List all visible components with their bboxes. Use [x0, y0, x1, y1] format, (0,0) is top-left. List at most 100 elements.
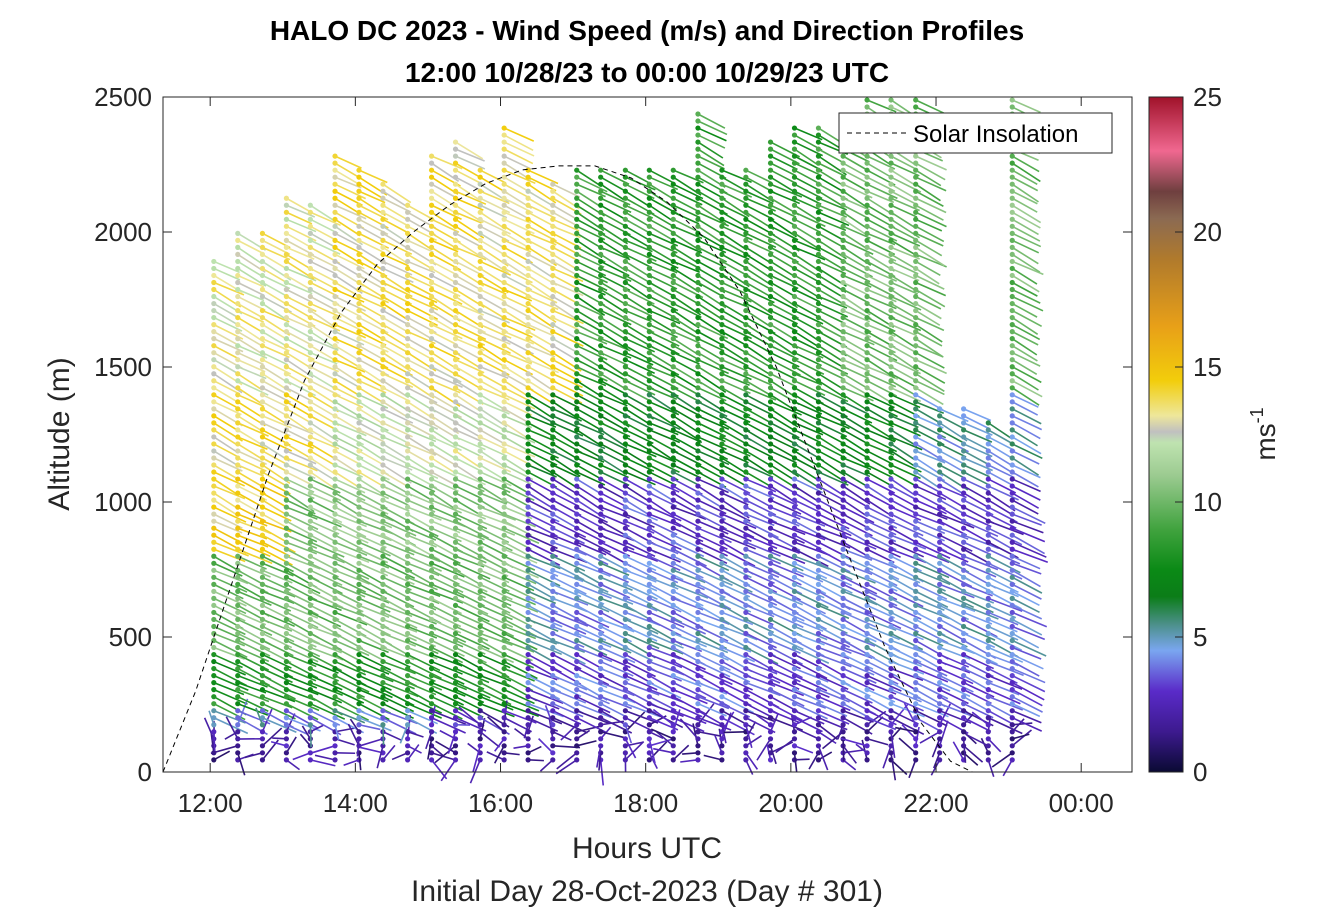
wind-barb-point: [380, 230, 386, 236]
wind-barb-point: [815, 357, 822, 363]
wind-barb-shaft: [745, 302, 774, 318]
wind-barb-point: [719, 322, 725, 328]
wind-barb-shaft: [285, 394, 312, 411]
wind-barb-point: [283, 490, 289, 496]
wind-barb-point: [525, 462, 531, 468]
wind-barb-point: [259, 258, 266, 265]
wind-barb-point: [525, 658, 531, 665]
wind-barb-point: [525, 708, 531, 714]
wind-barb-point: [815, 722, 822, 728]
wind-barb-point: [550, 680, 556, 686]
wind-barb-shaft: [794, 218, 821, 234]
wind-barb-shaft: [309, 204, 337, 223]
wind-barb-shaft: [358, 330, 387, 346]
wind-barb-shaft: [890, 246, 920, 260]
wind-barb-point: [428, 665, 435, 672]
wind-barb-point: [622, 293, 628, 300]
wind-barb-point: [332, 701, 338, 707]
wind-barb-shaft: [648, 169, 676, 185]
wind-barb-point: [646, 307, 652, 314]
wind-barb-point: [767, 722, 774, 728]
wind-barb-point: [211, 448, 217, 454]
wind-barb-shaft: [552, 688, 587, 704]
wind-barb-point: [888, 595, 894, 601]
wind-barb-shaft: [697, 211, 729, 227]
wind-barb-point: [550, 560, 556, 566]
wind-barb-shaft: [624, 344, 651, 361]
wind-barb-shaft: [697, 351, 725, 369]
wind-barb-shaft: [552, 337, 580, 355]
wind-barb-shaft: [745, 387, 777, 401]
wind-barb-point: [380, 694, 386, 700]
wind-barb-shaft: [310, 639, 342, 654]
wind-barb-shaft: [842, 681, 871, 697]
wind-barb-shaft: [334, 239, 363, 255]
wind-barb-shaft: [866, 710, 887, 726]
wind-barb-point: [743, 630, 749, 637]
wind-barb-shaft: [431, 239, 459, 253]
wind-barb-point: [477, 455, 483, 461]
wind-barb-shaft: [624, 738, 637, 759]
wind-barb-shaft: [237, 499, 263, 515]
wind-barb-point: [283, 743, 289, 749]
wind-barb-point: [864, 553, 870, 559]
wind-barb-shaft: [237, 534, 269, 548]
wind-barb-point: [211, 455, 217, 461]
wind-barb-shaft: [794, 611, 827, 630]
wind-barb-point: [864, 602, 870, 609]
wind-barb-point: [550, 322, 556, 328]
wind-barb-point: [767, 504, 774, 510]
wind-barb-shaft: [236, 752, 246, 776]
wind-barb-shaft: [600, 323, 628, 341]
wind-barb-shaft: [794, 548, 829, 568]
wind-barb-point: [888, 553, 894, 559]
wind-barb-point: [259, 504, 266, 510]
wind-barb-point: [211, 371, 217, 377]
wind-barb-shaft: [898, 737, 917, 754]
wind-barb-shaft: [552, 295, 578, 312]
wind-barb-shaft: [286, 267, 317, 282]
wind-barb-point: [815, 427, 822, 433]
wind-barb-point: [525, 595, 531, 601]
wind-barb-point: [815, 476, 822, 482]
wind-barb-point: [791, 427, 798, 433]
wind-barb-shaft: [697, 141, 724, 159]
wind-barb-point: [670, 581, 676, 587]
wind-barb-shaft: [600, 422, 631, 438]
wind-barb-point: [550, 651, 556, 658]
wind-barb-shaft: [625, 709, 659, 724]
wind-barb-shaft: [745, 752, 759, 770]
wind-barb-shaft: [672, 520, 701, 537]
wind-barb-point: [332, 216, 338, 222]
wind-barb-shaft: [576, 183, 606, 198]
wind-barb-point: [356, 539, 362, 545]
wind-barb-shaft: [431, 267, 458, 284]
wind-barb-shaft: [431, 639, 465, 657]
wind-barb-point: [501, 336, 507, 342]
wind-barb-shaft: [334, 702, 370, 721]
wind-barb-point: [646, 209, 652, 215]
wind-barb-point: [259, 427, 266, 433]
wind-barb-shaft: [648, 352, 674, 369]
wind-barb-point: [405, 314, 411, 321]
wind-barb-point: [259, 665, 266, 672]
wind-barb-point: [259, 357, 266, 363]
wind-barb-shaft: [770, 562, 804, 578]
wind-barb-point: [670, 357, 676, 363]
wind-barb-shaft: [672, 351, 700, 365]
wind-barb-shaft: [334, 373, 362, 389]
wind-barb-point: [356, 441, 362, 447]
wind-barb-point: [574, 630, 580, 637]
wind-barb-point: [211, 286, 217, 293]
wind-barb-point: [864, 216, 870, 222]
wind-barb-point: [622, 532, 628, 538]
wind-barb-point: [574, 336, 580, 342]
wind-barb-point: [767, 595, 774, 601]
wind-barb-shaft: [213, 401, 242, 416]
wind-barb-point: [525, 230, 531, 236]
wind-barb-shaft: [721, 373, 750, 386]
wind-barb-point: [501, 581, 507, 587]
wind-barb-point: [332, 504, 338, 510]
wind-barb-point: [332, 560, 338, 566]
wind-barb-point: [356, 188, 362, 194]
